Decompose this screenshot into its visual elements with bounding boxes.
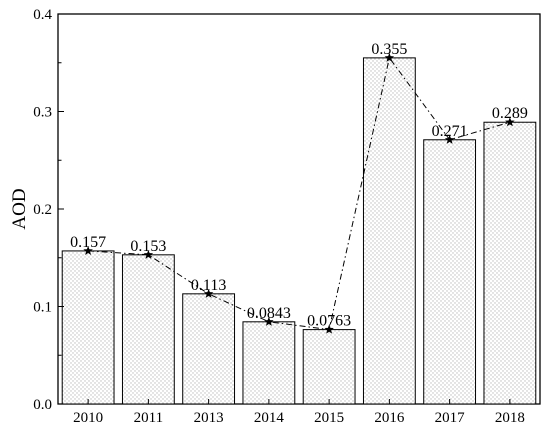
y-tick-label: 0.0 (33, 397, 52, 413)
data-label-2016: 0.355 (371, 41, 407, 58)
x-tick-label-2014: 2014 (254, 410, 285, 426)
data-label-2014: 0.0843 (247, 305, 291, 322)
bar-2014 (242, 321, 296, 405)
bars-group (61, 57, 537, 405)
bar-2017 (423, 139, 477, 405)
data-label-2013: 0.113 (191, 277, 226, 294)
star-marker-2011 (143, 249, 154, 259)
data-labels-group: 0.157 0.153 0.113 0.0843 0.0763 0.355 0.271 0.2… (70, 41, 528, 330)
bar-2018 (483, 121, 537, 405)
x-tick-label-2013: 2013 (194, 410, 224, 426)
y-axis-title: AOD (9, 188, 30, 229)
x-tick-label-2017: 2017 (435, 410, 466, 426)
x-tick-label-2016: 2016 (374, 410, 405, 426)
data-label-2011: 0.153 (130, 238, 166, 255)
y-tick-label: 0.2 (33, 202, 52, 218)
star-marker-2016 (384, 52, 395, 62)
trend-line-group (83, 52, 515, 334)
data-label-2018: 0.289 (492, 105, 528, 122)
star-marker-2014 (264, 316, 274, 326)
trend-line (88, 56, 511, 331)
star-marker-2013 (203, 288, 214, 298)
y-tick-label: 0.1 (33, 300, 52, 316)
x-axis: 2010 2011 2013 2014 2015 2016 2017 2018 (73, 399, 525, 426)
x-tick-label-2015: 2015 (314, 410, 344, 426)
x-tick-label-2010: 2010 (73, 410, 103, 426)
star-marker-2015 (324, 324, 334, 334)
data-label-2015: 0.0763 (307, 313, 351, 330)
star-marker-2018 (505, 117, 515, 127)
bar-2013 (182, 293, 236, 405)
bar-2010 (61, 250, 115, 405)
bar-2011 (121, 254, 175, 405)
y-axis: 0.0 0.1 0.2 0.3 0.4 (33, 7, 64, 413)
x-tick-label-2011: 2011 (134, 410, 163, 426)
y-tick-label: 0.4 (33, 7, 52, 23)
star-marker-2017 (444, 134, 455, 144)
x-tick-label-2018: 2018 (495, 410, 525, 426)
data-label-2010: 0.157 (70, 234, 106, 251)
y-tick-label: 0.3 (33, 105, 52, 121)
star-marker-2010 (83, 245, 93, 255)
bar-2015 (302, 329, 356, 405)
bar-2016 (362, 57, 416, 405)
data-label-2017: 0.271 (432, 123, 468, 140)
